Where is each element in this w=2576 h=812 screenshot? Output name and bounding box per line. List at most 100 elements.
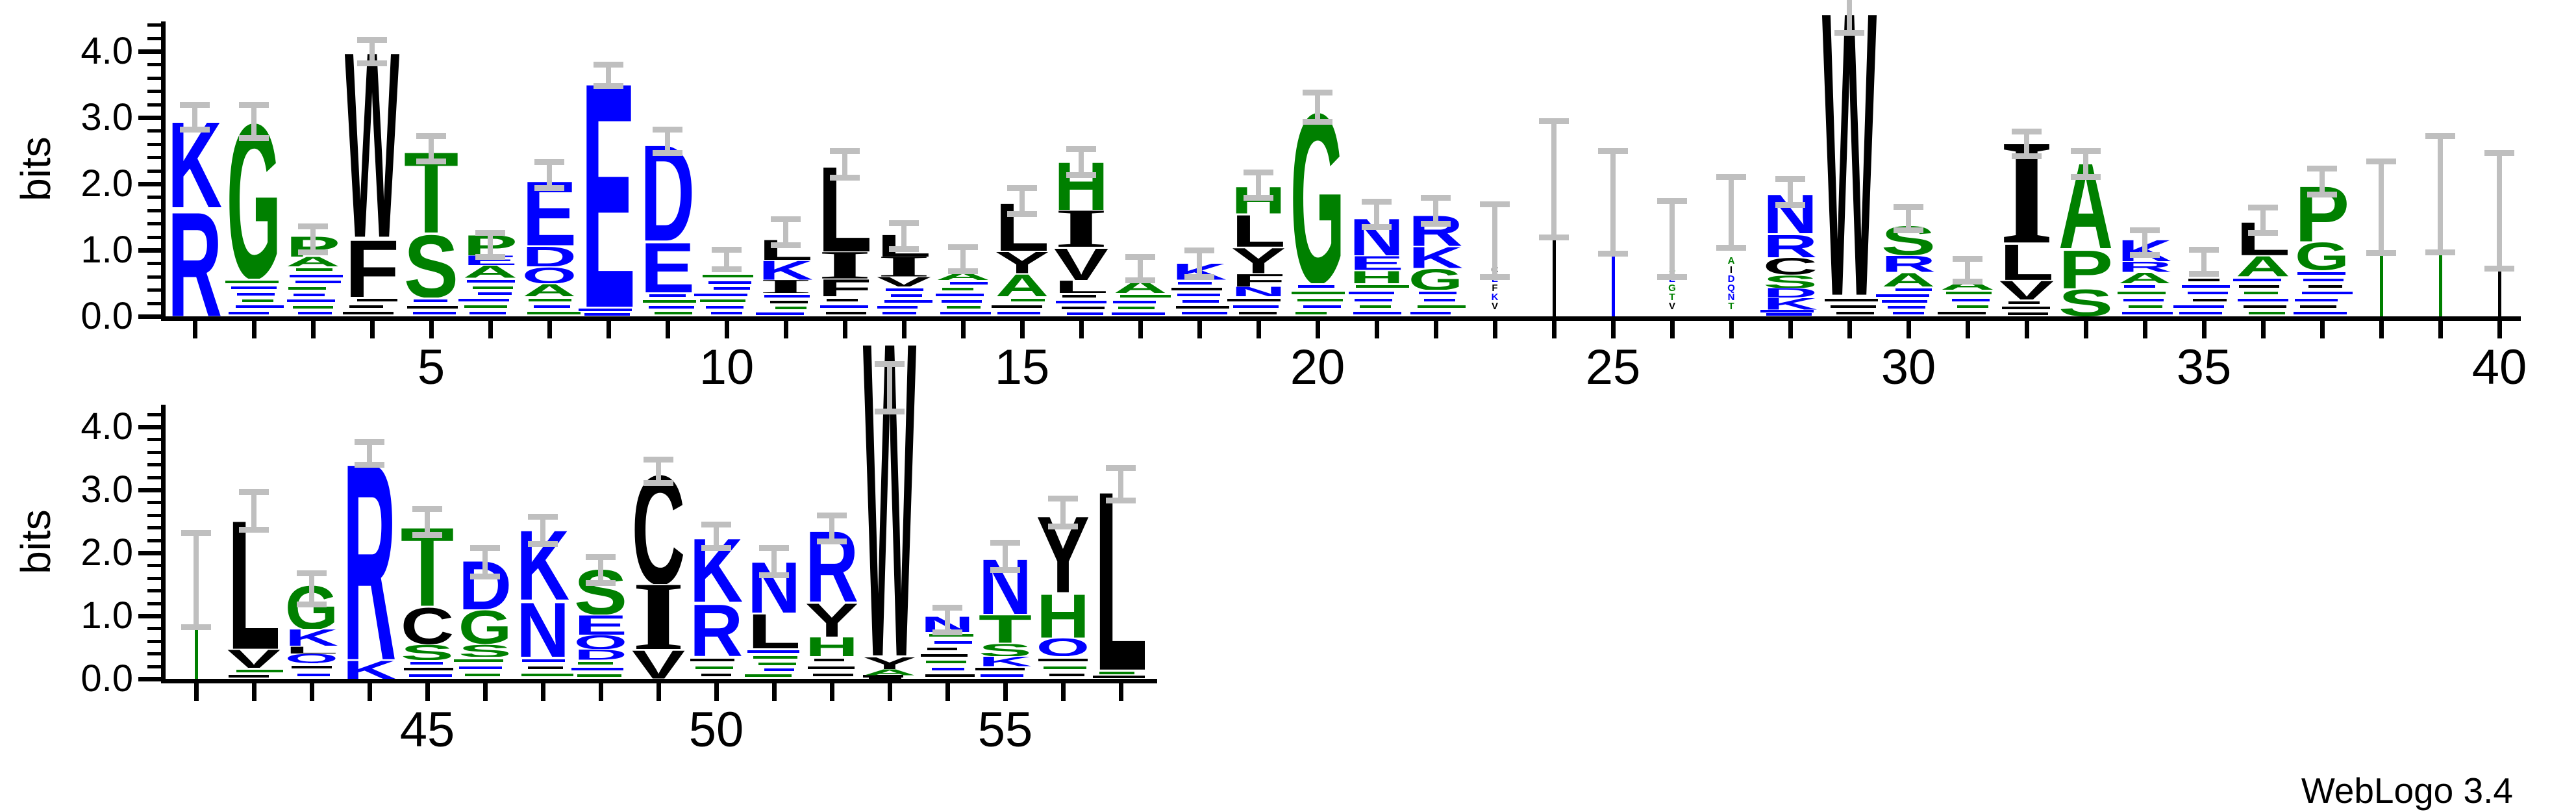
error-bar-cap [475,254,505,260]
fuzz-line [1238,311,1277,314]
fuzz-line [2179,311,2223,314]
fuzz-line [1297,298,1344,301]
fuzz-line [2294,298,2338,301]
x-axis-tick [1493,321,1497,338]
error-bar-cap [586,579,616,586]
fuzz-line [1937,311,1986,314]
svg-text:S: S [404,233,458,298]
logo-letter-D: D [574,649,627,659]
error-bar [369,39,375,64]
fuzz-line [2303,278,2344,281]
fuzz-line [940,312,992,315]
fuzz-line [926,661,966,664]
error-bar-cap [2189,246,2219,253]
error-bar [771,548,777,575]
error-bar-cap [1598,251,1628,257]
error-bar-cap [1066,146,1096,152]
x-axis-tick [606,321,611,338]
x-axis-tick [784,321,788,338]
y-axis-tick [138,116,161,120]
logo-letter-I: I [758,280,813,293]
error-bar-cap [759,545,789,552]
svg-text:I: I [818,252,872,279]
x-axis-tick [193,321,197,338]
svg-text:A: A [1881,272,1936,286]
fuzz-line [1227,298,1281,301]
logo-letter-Y: Y [805,602,858,637]
x-axis-tick-label: 5 [417,340,445,395]
x-axis-tick [843,321,847,338]
fuzz-line [1049,674,1084,677]
x-axis-tick [252,683,256,701]
fuzz-line [869,676,901,679]
error-bar-cap [355,439,384,446]
fuzz-line [827,298,858,301]
error-bar-cap [712,246,742,253]
x-axis-tick [370,321,375,338]
fuzz-line [758,662,796,665]
error-bar-cap [1953,256,1982,262]
x-axis-tick-label: 35 [2176,340,2232,395]
svg-text:C: C [1763,257,1818,275]
fuzz-line [292,305,334,309]
error-bar-cap [1106,497,1136,503]
logo-letter-K: K [758,260,813,280]
fuzz-line [1760,310,1814,313]
y-axis-minor-tick [147,209,161,212]
fuzz-line [356,299,398,302]
svg-text:A: A [863,669,917,676]
error-bar-cap [759,572,789,578]
fuzz-line [1092,675,1145,678]
error-bar-cap [2484,265,2514,272]
fuzz-line [975,668,1025,671]
fuzz-line [1295,311,1327,314]
fuzz-line [949,281,988,285]
svg-text:Q: Q [522,267,577,284]
logo-letter-Q: Q [285,653,338,663]
logo-letter-H: H [805,637,858,656]
fuzz-line [1177,294,1221,297]
error-bar [1197,250,1202,277]
fuzz-line [885,288,924,291]
error-bar [1315,92,1320,122]
error-bar-cap [1048,524,1078,530]
logo-letter-N: N [516,600,569,657]
error-bar-cap [1775,175,1805,182]
fuzz-line [1418,292,1457,295]
error-bar-cap [594,62,623,68]
error-bar-cap [817,512,847,518]
error-bar-cap [586,553,616,560]
error-bar-cap [875,361,905,367]
logo-letter-L: L [747,613,801,648]
fuzz-line [1951,298,1990,301]
fuzz-line [2001,307,2051,310]
error-bar [1433,197,1438,224]
error-bar-cap [1184,273,1214,280]
y-axis-tick [138,314,161,319]
fuzz-line [236,669,284,672]
error-bar-cap [653,127,682,133]
y-axis-minor-tick [147,142,161,146]
fuzz-line [403,668,454,671]
fuzz-line [744,674,792,678]
svg-text:S: S [458,644,512,657]
svg-text:Y: Y [863,657,917,669]
fuzz-line [947,305,981,309]
error-bar-cap [1007,210,1037,217]
fuzz-line [528,666,563,670]
fuzz-line [472,286,514,289]
y-axis-minor-tick [147,501,161,505]
fuzz-line [981,674,1023,678]
logo-letter-V: V [877,277,931,286]
logo-letter-I: I [818,252,872,279]
y-axis-minor-tick [147,539,161,542]
error-bar-cap [2425,249,2455,256]
error-bar-cap [1775,201,1805,208]
fuzz-line [1061,306,1105,309]
error-bar [2260,207,2266,233]
error-bar-cap [239,488,269,495]
logo-letter-S: S [401,644,454,660]
error-bar-cap [830,174,860,181]
fuzz-line [2129,305,2162,308]
error-bar [1965,259,1970,281]
